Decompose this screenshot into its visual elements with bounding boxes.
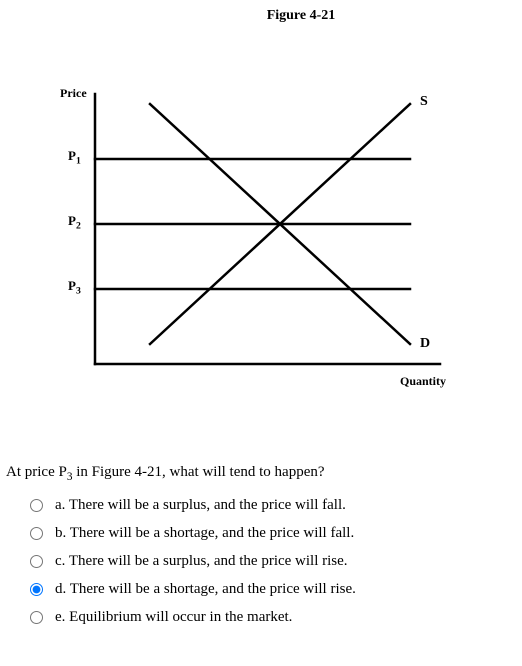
answer-radio[interactable] [30, 555, 43, 568]
answer-option[interactable]: d. There will be a shortage, and the pri… [30, 581, 522, 598]
demand-curve-label: D [420, 336, 430, 352]
answer-option[interactable]: e. Equilibrium will occur in the market. [30, 609, 522, 626]
answer-option[interactable]: c. There will be a surplus, and the pric… [30, 553, 522, 570]
supply-curve-label: S [420, 94, 428, 110]
figure-title: Figure 4-21 [80, 0, 522, 24]
answer-label: b. There will be a shortage, and the pri… [55, 525, 354, 542]
y-axis-label: Price [60, 86, 87, 101]
answer-radio[interactable] [30, 527, 43, 540]
answer-option[interactable]: a. There will be a surplus, and the pric… [30, 497, 522, 514]
answer-radio[interactable] [30, 611, 43, 624]
price-tick-label: P2 [68, 213, 81, 232]
answer-label: e. Equilibrium will occur in the market. [55, 609, 292, 626]
answer-radio[interactable] [30, 583, 43, 596]
answer-label: a. There will be a surplus, and the pric… [55, 497, 346, 514]
question-figure-ref: Figure 4-21 [92, 464, 162, 480]
price-tick-label: P1 [68, 148, 81, 167]
answer-label: d. There will be a shortage, and the pri… [55, 581, 356, 598]
supply-demand-chart: Price Quantity S D P1P2P3 [70, 64, 500, 434]
question-text: At price P3 in Figure 4-21, what will te… [6, 464, 522, 483]
x-axis-label: Quantity [400, 374, 446, 389]
price-tick-label: P3 [68, 278, 81, 297]
answer-options: a. There will be a surplus, and the pric… [30, 497, 522, 626]
answer-radio[interactable] [30, 499, 43, 512]
answer-label: c. There will be a surplus, and the pric… [55, 553, 348, 570]
answer-option[interactable]: b. There will be a shortage, and the pri… [30, 525, 522, 542]
